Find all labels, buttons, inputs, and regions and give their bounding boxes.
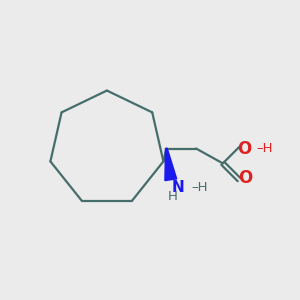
Text: H: H: [168, 190, 178, 202]
Text: –H: –H: [192, 181, 208, 194]
Text: O: O: [238, 169, 253, 187]
Text: –H: –H: [256, 142, 273, 155]
Text: N: N: [172, 180, 184, 195]
Polygon shape: [165, 148, 177, 181]
Text: O: O: [237, 140, 252, 158]
